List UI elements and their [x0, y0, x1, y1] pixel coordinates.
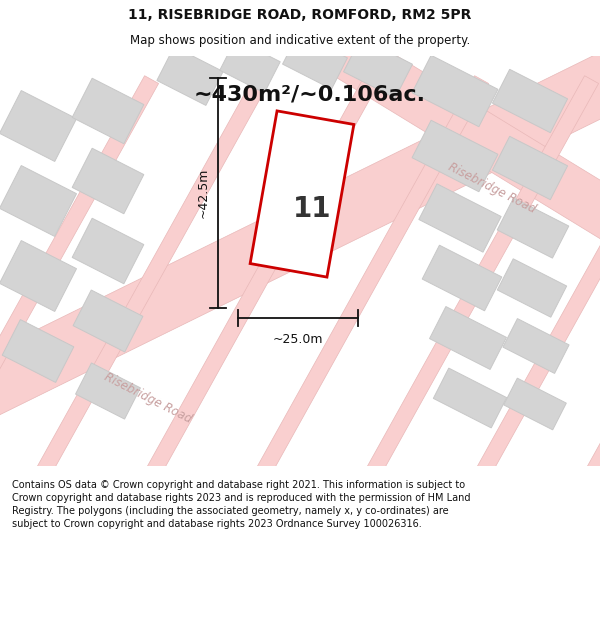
Polygon shape	[72, 218, 144, 284]
Text: Map shows position and indicative extent of the property.: Map shows position and indicative extent…	[130, 34, 470, 48]
Polygon shape	[430, 306, 506, 369]
Text: ~25.0m: ~25.0m	[273, 333, 323, 346]
Polygon shape	[419, 184, 501, 252]
Polygon shape	[0, 76, 158, 500]
Polygon shape	[422, 245, 502, 311]
Polygon shape	[0, 166, 77, 236]
Polygon shape	[73, 290, 143, 352]
Polygon shape	[433, 368, 506, 428]
Polygon shape	[283, 33, 347, 89]
Polygon shape	[353, 76, 599, 500]
Polygon shape	[412, 120, 498, 192]
Polygon shape	[133, 76, 379, 500]
Polygon shape	[76, 363, 140, 419]
Polygon shape	[497, 198, 569, 258]
Polygon shape	[463, 76, 600, 500]
Polygon shape	[493, 136, 568, 199]
Polygon shape	[157, 47, 223, 106]
Text: Risebridge Road: Risebridge Road	[102, 370, 194, 426]
Polygon shape	[72, 78, 144, 144]
Polygon shape	[2, 319, 74, 382]
Polygon shape	[0, 91, 77, 161]
Polygon shape	[412, 55, 498, 127]
Text: Contains OS data © Crown copyright and database right 2021. This information is : Contains OS data © Crown copyright and d…	[12, 479, 470, 529]
Polygon shape	[243, 76, 488, 500]
Polygon shape	[497, 259, 566, 318]
Polygon shape	[23, 76, 269, 500]
Polygon shape	[220, 39, 280, 93]
Text: 11: 11	[293, 195, 331, 223]
Polygon shape	[250, 111, 354, 277]
Polygon shape	[287, 4, 600, 268]
Text: ~42.5m: ~42.5m	[197, 168, 210, 218]
Text: 11, RISEBRIDGE ROAD, ROMFORD, RM2 5PR: 11, RISEBRIDGE ROAD, ROMFORD, RM2 5PR	[128, 8, 472, 22]
Polygon shape	[573, 76, 600, 500]
Polygon shape	[493, 69, 568, 132]
Polygon shape	[0, 241, 77, 311]
Text: ~430m²/~0.106ac.: ~430m²/~0.106ac.	[194, 84, 426, 104]
Polygon shape	[503, 378, 566, 430]
Polygon shape	[0, 49, 600, 423]
Polygon shape	[72, 148, 144, 214]
Text: Risebridge Road: Risebridge Road	[446, 160, 538, 216]
Polygon shape	[344, 38, 412, 98]
Polygon shape	[503, 319, 569, 373]
